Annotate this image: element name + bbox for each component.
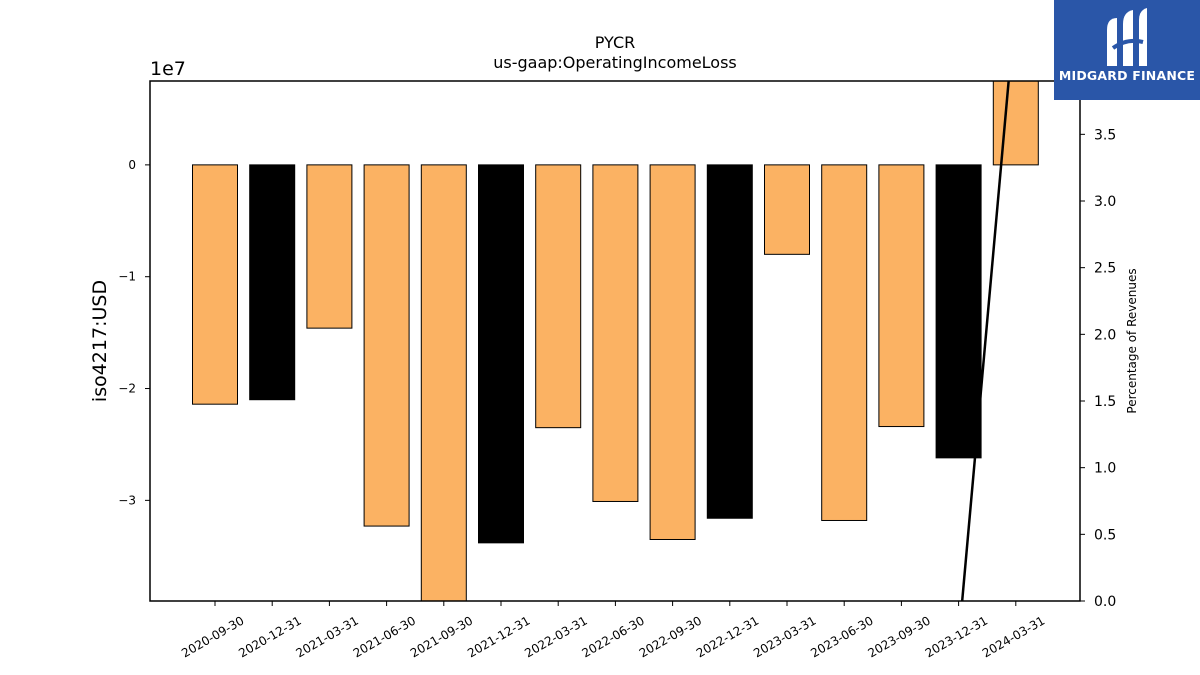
chart-title: PYCR [595,33,635,52]
chart-subtitle: us-gaap:OperatingIncomeLoss [493,53,737,72]
brand-logo: MIDGARD FINANCE [1054,0,1200,100]
x-tick-label: 2022-12-31 [694,613,761,660]
y-tick-label: −3 [118,493,136,507]
x-tick-label: 2023-03-31 [751,613,818,660]
y-right-tick-label: 3.0 [1094,194,1116,210]
x-tick-label: 2020-12-31 [236,613,303,660]
y-right-tick-label: 0.5 [1094,527,1116,543]
x-tick-label: 2024-03-31 [980,613,1047,660]
y-right-tick-label: 1.0 [1094,461,1116,477]
y-axis-label: iso4217:USD [89,280,111,402]
y-right-tick-label: 1.5 [1094,394,1116,410]
bar-2023-06-30 [821,164,868,521]
y-right-tick-label: 2.5 [1094,261,1116,277]
x-tick-label: 2021-06-30 [351,613,418,660]
y-tick-label: 0 [128,158,136,172]
y-axis-right-label: Percentage of Revenues [1125,268,1139,413]
y-axis-right-ticks: 0.0 0.5 1.0 1.5 2.0 2.5 3.0 3.5 [1080,127,1116,610]
bars-group [192,81,1039,601]
bar-2020-12-31 [249,164,296,401]
x-tick-label: 2022-09-30 [637,613,704,660]
y-axis-ticks: 0 −1 −2 −3 [118,158,150,507]
bar-2022-03-31 [535,164,582,429]
percentage-line [960,81,1010,601]
x-tick-label: 2020-09-30 [179,613,246,660]
midgard-m-icon [1107,8,1147,66]
x-tick-label: 2021-12-31 [465,613,532,660]
x-tick-label: 2023-09-30 [865,613,932,660]
bar-2023-09-30 [878,164,925,428]
bar-2023-03-31 [764,164,810,255]
bar-2021-03-31 [306,164,353,329]
bar-2021-06-30 [363,164,410,527]
bar-2024-03-31 [992,81,1039,166]
bar-2022-12-31 [706,164,753,519]
x-tick-label: 2021-09-30 [408,613,475,660]
bar-2022-09-30 [649,164,696,540]
bar-2022-06-30 [592,164,639,502]
brand-name: MIDGARD FINANCE [1058,68,1196,83]
y-right-tick-label: 3.5 [1094,127,1116,143]
x-tick-label: 2022-06-30 [579,613,646,660]
bar-2023-12-31 [935,164,982,459]
y-tick-label: −2 [118,382,136,396]
x-tick-label: 2021-03-31 [293,613,360,660]
x-tick-label: 2023-06-30 [808,613,875,660]
y-right-tick-label: 2.0 [1094,327,1116,343]
x-tick-label: 2022-03-31 [522,613,589,660]
bar-2021-12-31 [478,164,524,544]
x-tick-label: 2023-12-31 [923,613,990,660]
bar-2021-09-30 [420,164,467,601]
x-axis-ticks: 2020-09-302020-12-312021-03-312021-06-30… [179,601,1047,660]
line-group [960,81,1010,601]
y-right-tick-label: 0.0 [1094,594,1116,610]
y-offset-label: 1e7 [150,58,186,80]
bar-2020-09-30 [192,164,238,405]
y-tick-label: −1 [118,270,136,284]
